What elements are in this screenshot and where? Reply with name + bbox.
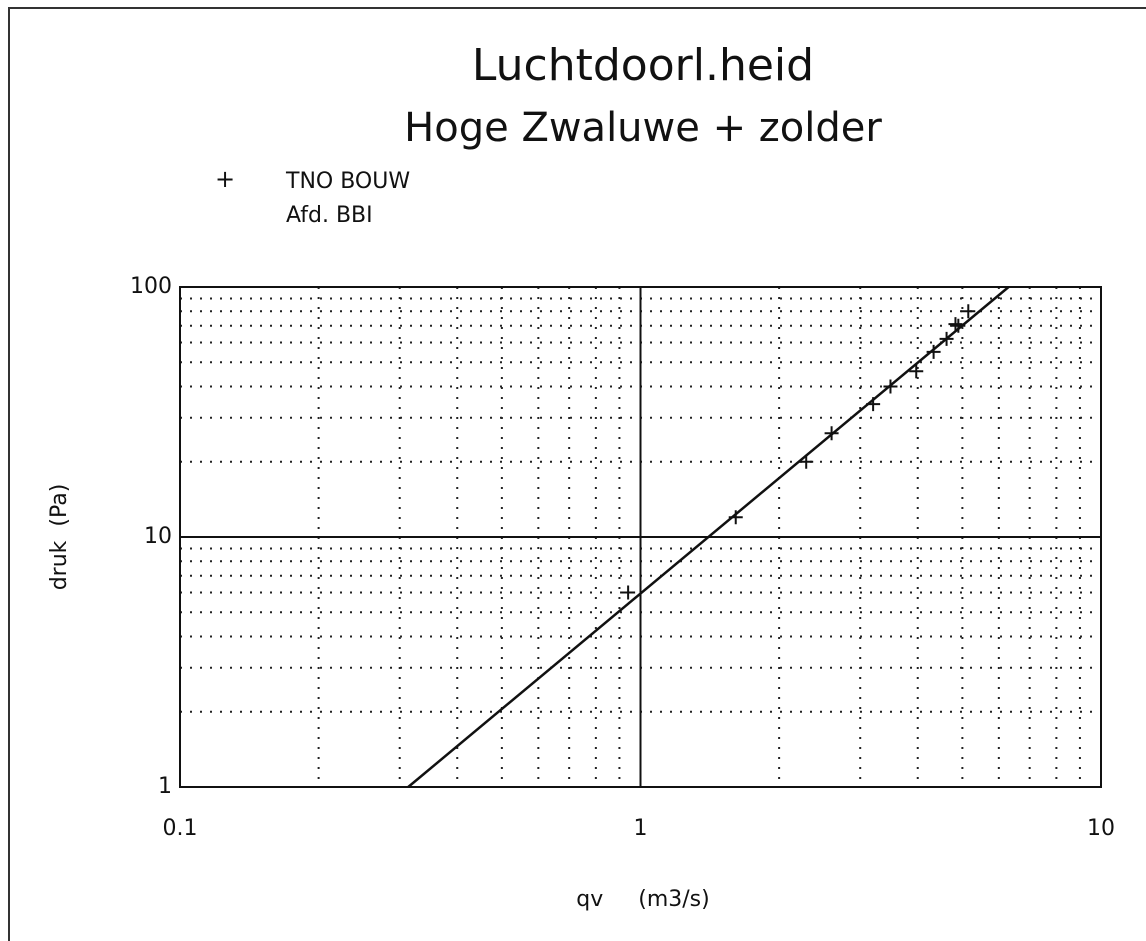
point [909, 364, 924, 379]
point [961, 304, 976, 319]
point [866, 397, 881, 412]
point [824, 426, 839, 441]
x-tick-label: 10 [1087, 816, 1115, 841]
point [951, 318, 966, 333]
point [939, 331, 954, 346]
point [926, 344, 941, 359]
point [948, 317, 963, 332]
x-tick-label: 1 [634, 816, 648, 841]
legend-text: TNO BOUW [285, 169, 410, 194]
fit-line [407, 286, 1010, 788]
y-tick-label: 100 [130, 274, 172, 299]
x-axis-label: qv (m3/s) [576, 887, 709, 912]
frame [8, 7, 1146, 941]
chart-subtitle: Hoge Zwaluwe + zolder [404, 105, 882, 151]
x-tick-label: 0.1 [163, 816, 198, 841]
y-tick-label: 1 [158, 774, 172, 799]
point [728, 510, 743, 525]
point [621, 585, 636, 600]
legend-text: Afd. BBI [286, 203, 373, 228]
chart-title: Luchtdoorl.heid [472, 40, 814, 91]
y-tick-label: 10 [144, 524, 172, 549]
point [883, 379, 898, 394]
plot-border [179, 286, 1102, 788]
point [799, 454, 814, 469]
legend-marker: + [215, 165, 235, 193]
y-axis-label: druk (Pa) [47, 484, 72, 591]
